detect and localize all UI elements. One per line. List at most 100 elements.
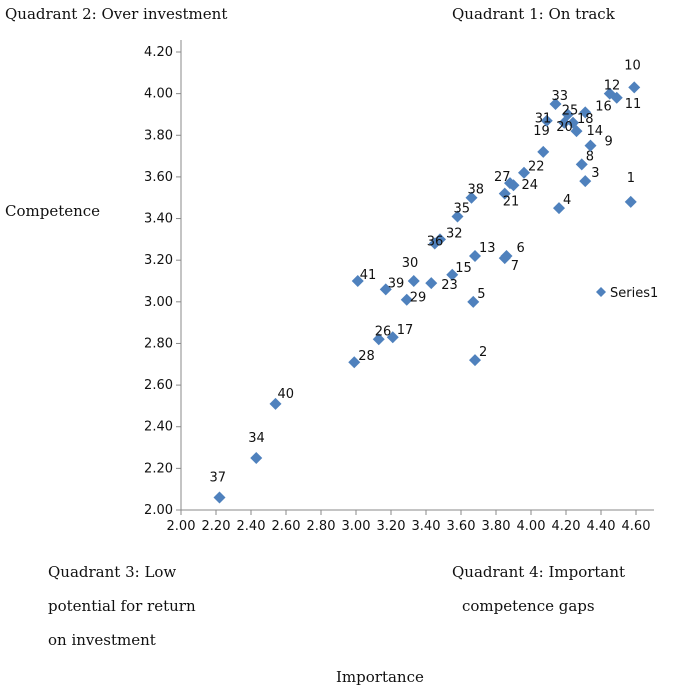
y-axis-label: Competence — [5, 202, 101, 220]
data-point — [537, 145, 550, 158]
y-tick-label: 2.40 — [144, 420, 173, 435]
data-point — [379, 283, 392, 296]
data-label: 2 — [479, 345, 487, 360]
data-point — [561, 108, 574, 121]
data-label: 24 — [522, 178, 539, 193]
x-tick-label: 4.60 — [622, 519, 651, 534]
data-label: 31 — [535, 112, 552, 127]
data-label: 10 — [624, 58, 641, 73]
data-label: 5 — [477, 287, 485, 302]
data-point — [498, 252, 511, 265]
data-label: 18 — [577, 112, 594, 127]
data-point — [428, 237, 441, 250]
data-label: 16 — [595, 99, 612, 114]
x-tick-label: 4.00 — [517, 519, 546, 534]
x-tick-label: 2.00 — [167, 519, 196, 534]
x-tick-label: 3.00 — [342, 519, 371, 534]
data-point — [213, 491, 226, 504]
data-point — [407, 275, 420, 287]
data-label: 9 — [605, 135, 613, 150]
data-label: 26 — [375, 324, 392, 339]
y-tick-label: 4.00 — [144, 87, 173, 102]
quadrant-3-line-3: on investment — [48, 631, 156, 649]
x-tick-label: 3.60 — [447, 519, 476, 534]
legend-label: Series1 — [610, 286, 658, 301]
data-point — [579, 106, 592, 119]
data-label: 17 — [397, 323, 414, 338]
y-tick-label: 2.60 — [144, 378, 173, 393]
data-point — [386, 331, 399, 344]
data-label: 25 — [562, 103, 579, 118]
data-label: 7 — [511, 259, 519, 274]
data-label: 4 — [563, 193, 571, 208]
quadrant-4-line-2: competence gaps — [462, 597, 595, 615]
y-tick-label: 4.20 — [144, 45, 173, 60]
legend-marker — [596, 287, 606, 297]
data-point — [504, 177, 516, 190]
x-tick-label: 2.80 — [307, 519, 336, 534]
y-tick-label: 2.20 — [144, 461, 173, 476]
data-point — [425, 277, 438, 290]
data-point — [603, 87, 616, 100]
y-tick-label: 2.80 — [144, 336, 173, 351]
data-point — [372, 333, 385, 346]
data-point — [584, 139, 597, 152]
data-point — [467, 295, 480, 308]
y-tick-label: 3.00 — [144, 295, 173, 310]
y-tick-label: 3.40 — [144, 212, 173, 227]
data-label: 12 — [604, 79, 621, 94]
data-label: 37 — [210, 471, 227, 486]
y-tick-label: 3.20 — [144, 253, 173, 268]
data-point — [628, 81, 641, 94]
x-tick-label: 3.80 — [482, 519, 511, 534]
data-label: 33 — [552, 89, 569, 104]
x-tick-label: 2.20 — [202, 519, 231, 534]
x-tick-label: 2.60 — [272, 519, 301, 534]
x-tick-label: 4.20 — [552, 519, 581, 534]
data-point — [498, 187, 511, 200]
x-tick-label: 3.40 — [412, 519, 441, 534]
data-point — [570, 125, 583, 138]
data-label: 14 — [587, 124, 604, 139]
data-point — [348, 356, 361, 369]
data-label: 6 — [517, 241, 525, 256]
data-point — [624, 195, 637, 208]
data-label: 3 — [591, 166, 599, 181]
data-label: 41 — [360, 268, 377, 283]
data-point — [351, 275, 364, 287]
data-label: 11 — [625, 97, 642, 112]
data-point — [579, 175, 592, 188]
y-tick-label: 2.00 — [144, 503, 173, 518]
data-point — [469, 354, 481, 367]
data-point — [451, 210, 464, 223]
data-label: 20 — [556, 120, 573, 135]
data-point — [553, 202, 565, 215]
data-label: 1 — [627, 171, 635, 186]
data-label: 27 — [494, 170, 511, 185]
y-tick-label: 3.60 — [144, 170, 173, 185]
data-point — [469, 250, 481, 263]
data-label: 22 — [528, 160, 545, 175]
data-label: 30 — [402, 256, 419, 271]
data-label: 15 — [455, 261, 472, 276]
data-point — [518, 166, 530, 179]
data-point — [400, 293, 413, 306]
data-label: 13 — [479, 241, 496, 256]
quadrant-3-line-1: Quadrant 3: Low — [48, 563, 177, 581]
data-point — [540, 114, 553, 127]
data-label: 23 — [441, 278, 458, 293]
data-label: 21 — [503, 195, 520, 210]
quadrant-4-line-1: Quadrant 4: Important — [452, 563, 626, 581]
data-point — [465, 191, 478, 204]
data-point — [269, 397, 282, 410]
quadrant-3-line-2: potential for return — [48, 597, 196, 615]
data-label: 32 — [446, 226, 463, 241]
y-tick-label: 3.80 — [144, 128, 173, 143]
quadrant-2-label: Quadrant 2: Over investment — [5, 5, 228, 23]
x-axis-label: Importance — [336, 668, 424, 686]
data-label: 40 — [278, 387, 295, 402]
data-label: 38 — [468, 183, 485, 198]
data-label: 39 — [388, 276, 405, 291]
data-label: 28 — [358, 349, 375, 364]
